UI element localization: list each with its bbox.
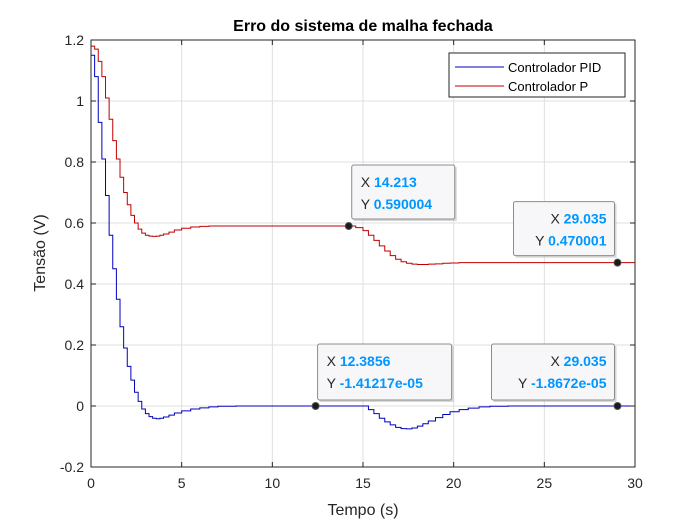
x-tick-label: 0 xyxy=(87,475,95,491)
series-line-pid xyxy=(91,54,635,430)
datatip-y-value: 0.470001 xyxy=(548,233,607,249)
datatip-y-readout: Y -1.41217e-05 xyxy=(327,375,423,391)
datatip-y-readout: Y 0.590004 xyxy=(361,196,433,212)
datatip-box xyxy=(513,201,616,257)
x-tick-label: 15 xyxy=(355,475,371,491)
datatip-marker[interactable] xyxy=(613,258,622,267)
datatip-x-value: 29.035 xyxy=(564,353,607,369)
datatip-marker[interactable] xyxy=(311,402,320,411)
datatip-y-value: -1.41217e-05 xyxy=(340,375,424,391)
datatip-box xyxy=(317,343,453,401)
datatip-x-readout: X 14.213 xyxy=(361,174,417,190)
datatip-x-label: X xyxy=(550,353,563,369)
datatip-box xyxy=(351,164,456,220)
datatip-y-label: Y xyxy=(518,375,531,391)
datatip-x-label: X xyxy=(327,353,340,369)
y-tick-label: 1.2 xyxy=(65,32,85,48)
datatip-x-value: 12.3856 xyxy=(340,353,391,369)
series-line-p xyxy=(91,45,635,265)
axis-ticks: 0 5 10 15 20 25 30-0.200.20.40.60.811.2 xyxy=(60,32,643,491)
datatip-y-readout: Y -1.8672e-05 xyxy=(518,375,607,391)
datatip-x-readout: X 12.3856 xyxy=(327,353,391,369)
legend-label-p: Controlador P xyxy=(508,79,588,94)
x-axis-label: Tempo (s) xyxy=(327,502,398,519)
datatip-x-value: 29.035 xyxy=(564,211,607,227)
series-layer xyxy=(91,45,635,430)
datatip-x-label: X xyxy=(361,174,374,190)
chart-title: Erro do sistema de malha fechada xyxy=(233,18,493,35)
datatip-marker[interactable] xyxy=(613,402,622,411)
datatip-box xyxy=(491,343,616,401)
y-tick-label: 0 xyxy=(76,398,84,414)
y-tick-label: 0.8 xyxy=(65,154,85,170)
x-tick-label: 30 xyxy=(627,475,643,491)
datatip-x-label: X xyxy=(550,211,563,227)
datatip-y-readout: Y 0.470001 xyxy=(535,233,607,249)
datatip-y-label: Y xyxy=(327,375,340,391)
x-tick-label: 5 xyxy=(178,475,186,491)
datatip-x-value: 14.213 xyxy=(374,174,417,190)
y-tick-label: 1 xyxy=(76,93,84,109)
datatip-marker[interactable] xyxy=(344,222,353,231)
x-tick-label: 25 xyxy=(537,475,553,491)
y-tick-label: 0.4 xyxy=(65,276,85,292)
datatip-x-readout: X 29.035 xyxy=(550,353,606,369)
legend[interactable]: Controlador PID Controlador P xyxy=(448,52,626,98)
datatip-y-value: -1.8672e-05 xyxy=(531,375,607,391)
y-tick-label: 0.6 xyxy=(65,215,85,231)
datatip-y-label: Y xyxy=(535,233,548,249)
y-tick-label: -0.2 xyxy=(60,459,84,475)
datatip-y-label: Y xyxy=(361,196,374,212)
y-tick-label: 0.2 xyxy=(65,337,85,353)
datatip-y-value: 0.590004 xyxy=(374,196,433,212)
legend-label-pid: Controlador PID xyxy=(508,60,601,75)
legend-box xyxy=(448,52,626,98)
datatip[interactable]: X 29.035 Y -1.8672e-05 xyxy=(491,343,622,411)
x-tick-label: 10 xyxy=(265,475,281,491)
y-axis-label: Tensão (V) xyxy=(32,214,49,291)
x-tick-label: 20 xyxy=(446,475,462,491)
datatip-x-readout: X 29.035 xyxy=(550,211,606,227)
